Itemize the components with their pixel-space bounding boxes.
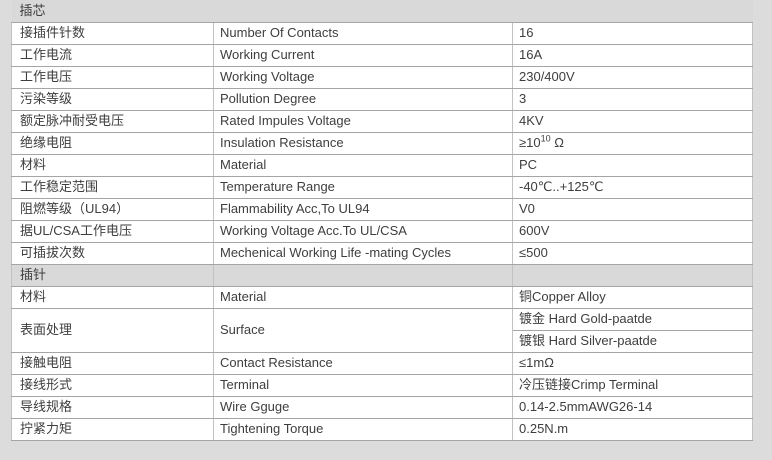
spec-label-cn: 接插件针数: [11, 21, 214, 45]
section-header-empty-cell: [512, 263, 753, 287]
spec-label-en: Surface: [213, 307, 513, 353]
spec-value: 230/400V: [512, 65, 753, 89]
table-row: 拧紧力矩 Tightening Torque 0.25N.m: [11, 417, 753, 441]
spec-value: 冷压链接Crimp Terminal: [512, 373, 753, 397]
section-title: 插芯: [11, 0, 753, 23]
spec-label-en: Material: [213, 153, 513, 177]
spec-value: 3: [512, 87, 753, 111]
spec-label-cn: 拧紧力矩: [11, 417, 214, 441]
section-header-row: 插针: [11, 263, 753, 287]
spec-value: 铜Copper Alloy: [512, 285, 753, 309]
spec-value: ≥1010 Ω: [512, 131, 753, 155]
spec-label-cn: 接线形式: [11, 373, 214, 397]
table-row: 材料 Material 铜Copper Alloy: [11, 285, 753, 309]
table-row: 镀银 Hard Silver-paatde: [12, 329, 753, 353]
table-row: 污染等级 Pollution Degree 3: [11, 87, 753, 111]
spec-label-cn: 材料: [11, 153, 214, 177]
spec-value: 16: [512, 21, 753, 45]
spec-label-en: Working Voltage Acc.To UL/CSA: [213, 219, 513, 243]
spec-label-en: Temperature Range: [213, 175, 513, 199]
table-row: 可插拔次数 Mechenical Working Life -mating Cy…: [11, 241, 753, 265]
spec-value: 0.25N.m: [512, 417, 753, 441]
spec-label-en: Working Current: [213, 43, 513, 67]
spec-label-en: Contact Resistance: [213, 351, 513, 375]
spec-value: 镀金 Hard Gold-paatde: [512, 307, 753, 331]
spec-value: 16A: [512, 43, 753, 67]
spec-label-en: Rated Impules Voltage: [213, 109, 513, 133]
spec-label-en: Number Of Contacts: [213, 21, 513, 45]
value-unit: Ω: [550, 135, 564, 150]
table-row: 接线形式 Terminal 冷压链接Crimp Terminal: [11, 373, 753, 397]
section-title: 插针: [11, 263, 214, 287]
spec-value: -40℃..+125℃: [512, 175, 753, 199]
table-row: 工作电流 Working Current 16A: [11, 43, 753, 67]
spec-label-cn: 材料: [11, 285, 214, 309]
table-row: 绝缘电阻 Insulation Resistance ≥1010 Ω: [11, 131, 753, 155]
spec-label-en: Insulation Resistance: [213, 131, 513, 155]
value-base: ≥10: [519, 135, 541, 150]
spec-value: V0: [512, 197, 753, 221]
value-superscript: 10: [540, 133, 551, 144]
spec-label-cn: 表面处理: [11, 307, 214, 353]
spec-label-cn: 导线规格: [11, 395, 214, 419]
table-row: 据UL/CSA工作电压 Working Voltage Acc.To UL/CS…: [11, 219, 753, 243]
table-row: 材料 Material PC: [11, 153, 753, 177]
table-row: 接插件针数 Number Of Contacts 16: [11, 21, 753, 45]
section-header-row: 插芯: [11, 0, 753, 23]
spec-label-cn: 接触电阻: [11, 351, 214, 375]
spec-label-en: Tightening Torque: [213, 417, 513, 441]
spec-label-cn: 绝缘电阻: [11, 131, 214, 155]
spec-label-cn: 工作电流: [11, 43, 214, 67]
spec-label-cn: 工作电压: [11, 65, 214, 89]
spec-label-en: Mechenical Working Life -mating Cycles: [213, 241, 513, 265]
spec-label-cn: 可插拔次数: [11, 241, 214, 265]
spec-label-en: Wire Gguge: [213, 395, 513, 419]
table-row: 额定脉冲耐受电压 Rated Impules Voltage 4KV: [11, 109, 753, 133]
spec-label-cn: 工作稳定范围: [11, 175, 214, 199]
table-row: 导线规格 Wire Gguge 0.14-2.5mmAWG26-14: [11, 395, 753, 419]
spec-value: 4KV: [512, 109, 753, 133]
table-row: 工作稳定范围 Temperature Range -40℃..+125℃: [11, 175, 753, 199]
spec-label-en: Material: [213, 285, 513, 309]
spec-value: 镀银 Hard Silver-paatde: [512, 329, 753, 353]
spec-label-cn: 据UL/CSA工作电压: [11, 219, 214, 243]
spec-label-cn: 污染等级: [11, 87, 214, 111]
spec-label-en: Terminal: [213, 373, 513, 397]
spec-value: PC: [512, 153, 753, 177]
spec-value: ≤1mΩ: [512, 351, 753, 375]
spec-value: ≤500: [512, 241, 753, 265]
spec-label-en: Pollution Degree: [213, 87, 513, 111]
table-row: 工作电压 Working Voltage 230/400V: [11, 65, 753, 89]
table-row: 阻燃等级（UL94） Flammability Acc,To UL94 V0: [11, 197, 753, 221]
spec-label-cn: 额定脉冲耐受电压: [11, 109, 214, 133]
spec-label-en: Flammability Acc,To UL94: [213, 197, 513, 221]
spec-label-en: Working Voltage: [213, 65, 513, 89]
table-row: 接触电阻 Contact Resistance ≤1mΩ: [11, 351, 753, 375]
spec-value: 0.14-2.5mmAWG26-14: [512, 395, 753, 419]
table-row: 表面处理 Surface 镀金 Hard Gold-paatde: [11, 307, 753, 353]
spec-value: 600V: [512, 219, 753, 243]
spec-label-cn: 阻燃等级（UL94）: [11, 197, 214, 221]
spec-table: 插芯 接插件针数 Number Of Contacts 16 工作电流 Work…: [11, 0, 753, 441]
section-header-empty-cell: [213, 263, 513, 287]
